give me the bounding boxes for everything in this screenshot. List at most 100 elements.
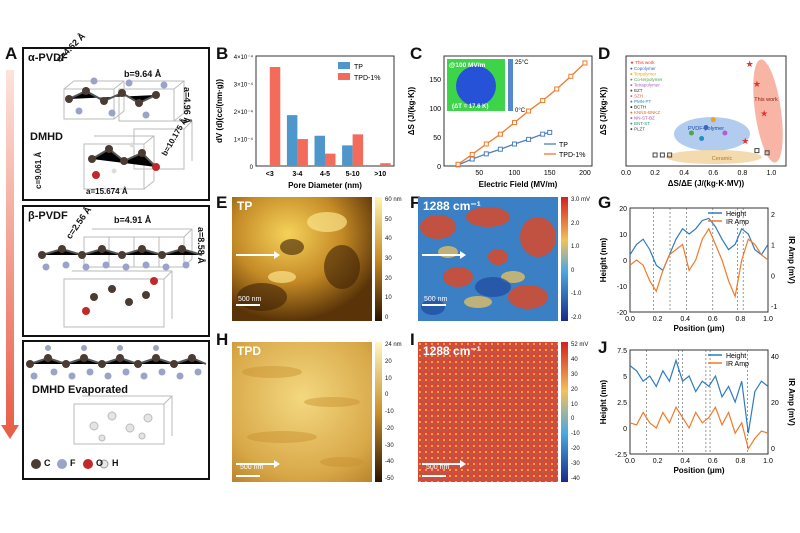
data-point xyxy=(511,120,517,126)
cbar-e-6: 0 xyxy=(385,314,389,321)
legend-swatch xyxy=(338,62,350,69)
beta-pvdf-box: β-PVDF c=2.56 Å b=4.91 Å a=8.58 Å xyxy=(22,205,210,337)
x-axis-label: ΔS/ΔE (J/(kg·K·MV)) xyxy=(668,179,745,188)
x-tick-label: 1.0 xyxy=(767,170,777,177)
data-point xyxy=(568,73,574,79)
y2-tick-label: 1 xyxy=(771,243,775,250)
cbar-h-4: -10 xyxy=(385,409,394,415)
beta-structure xyxy=(38,228,203,328)
image-i-cbar: 52 mV 40 30 20 10 0 -10 -20 -30 -40 xyxy=(571,342,588,482)
bar-tpd1 xyxy=(352,134,364,166)
polymer-region xyxy=(674,117,750,151)
cbar-e-4: 20 xyxy=(385,275,392,282)
x-tick-label: 5-10 xyxy=(346,171,360,178)
legend-entry: ● KNNS-BNKZ xyxy=(630,110,660,115)
y-tick-label: -2.5 xyxy=(615,452,627,459)
cbar-h-7: -40 xyxy=(385,459,394,466)
image-f-scale: 500 nm xyxy=(424,296,448,303)
y-axis-label: Height (nm) xyxy=(599,379,608,424)
x-tick-label: 0.4 xyxy=(680,316,690,323)
data-point xyxy=(526,136,532,142)
cbar-i-0: 52 mV xyxy=(571,342,589,348)
legend-this-work: ★ This work xyxy=(630,60,655,65)
cbar-i-6: -10 xyxy=(571,431,580,438)
legend-entry: ● PMN-PT xyxy=(630,99,651,104)
y-tick-label: 0 xyxy=(623,258,627,265)
alpha-lattice-b: b=9.64 Å xyxy=(124,69,162,79)
x-tick-label: 0.2 xyxy=(653,458,663,465)
x-tick-label: <3 xyxy=(266,171,274,178)
legend-c: C xyxy=(44,458,51,468)
y-tick-label: 20 xyxy=(619,206,627,213)
x-tick-label: 4-5 xyxy=(320,171,330,178)
x-axis-label: Pore Diameter (nm) xyxy=(288,181,362,190)
bar-tpd1 xyxy=(297,139,308,166)
cbar-f-5: -2.0 xyxy=(571,314,582,321)
cbar-i-8: -30 xyxy=(571,461,580,467)
data-point xyxy=(526,108,532,114)
x-tick-label: 0.4 xyxy=(679,170,689,177)
cbar-h-3: 0 xyxy=(385,392,389,399)
legend-entry: ● SZH xyxy=(630,94,643,99)
x-tick-label: 0.4 xyxy=(680,458,690,465)
y-axis-label: Height (nm) xyxy=(599,237,608,282)
x-tick-label: 0.0 xyxy=(621,170,631,177)
process-arrow xyxy=(6,70,14,425)
cbar-i-7: -20 xyxy=(571,446,580,453)
chart-d-comparison: PVDF-polymerCeramicThis work★★★★★ This w… xyxy=(599,55,787,188)
beta-pvdf-title: β-PVDF xyxy=(28,210,68,222)
y2-axis-label: IR Amp (mV) xyxy=(787,236,796,284)
beta-lattice-a: a=8.58 Å xyxy=(196,227,206,264)
x-tick-label: 0.0 xyxy=(625,458,635,465)
panel-label-d: D xyxy=(598,44,611,63)
y-tick-label: 100 xyxy=(429,106,441,113)
cbar-h-5: -20 xyxy=(385,425,394,432)
panel-label-c: C xyxy=(410,44,423,63)
panel-label-i: I xyxy=(410,330,415,349)
y-tick-label: 150 xyxy=(429,77,441,84)
cbar-h-2: 10 xyxy=(385,375,392,382)
y-axis-label: dV (d)(cc/(nm·g)) xyxy=(215,79,224,143)
this-work-star: ★ xyxy=(753,79,761,89)
plot-frame xyxy=(625,55,787,167)
this-work-region xyxy=(753,59,783,163)
data-point xyxy=(469,151,475,157)
legend-f: F xyxy=(70,458,76,468)
y-tick-label: 1×10⁻⁴ xyxy=(234,137,254,144)
ceramic-point xyxy=(659,152,665,158)
x-tick-label: 1.0 xyxy=(763,316,773,323)
bar-tp xyxy=(342,145,353,166)
alpha-pvdf-title: α-PVDF xyxy=(28,52,68,64)
bar-tp xyxy=(286,115,298,166)
cbar-e-2: 40 xyxy=(385,236,392,243)
panel-label-e: E xyxy=(216,193,228,212)
x-tick-label: 100 xyxy=(509,170,521,177)
cbar-i-2: 30 xyxy=(571,371,578,378)
cbar-f-1: 2.0 xyxy=(571,220,580,227)
data-point xyxy=(483,151,489,157)
chart-c-entropy-field: 50 100 150 200 0 50 100 150 @100 MV/m (ΔT = 17.6 … xyxy=(407,55,593,189)
panel-label-b: B xyxy=(216,44,229,63)
data-point xyxy=(547,129,553,135)
this-work-label: This work xyxy=(754,97,778,103)
legend-h: H xyxy=(112,458,119,468)
y2-tick-label: 20 xyxy=(771,400,779,407)
cbar-e-1: 50 xyxy=(385,216,392,223)
x-tick-label: 0.2 xyxy=(650,170,660,177)
legend-entry: ● BZT xyxy=(630,88,643,93)
bar-tp xyxy=(314,135,325,166)
image-e-cbar: 60 nm 50 40 30 20 10 0 xyxy=(385,197,402,321)
legend-entry: ● BCTH xyxy=(630,105,646,110)
legend-label: Height xyxy=(726,353,746,360)
cbar-i-4: 10 xyxy=(571,401,578,408)
y2-tick-label: 0 xyxy=(771,446,775,453)
plot-frame xyxy=(443,55,593,167)
cbar-h-8: -50 xyxy=(385,476,394,482)
dmhd-lattice-c: c=9.061 Å xyxy=(34,151,43,189)
cbar-f-3: 0 xyxy=(571,267,575,274)
legend-swatch xyxy=(338,73,350,80)
x-tick-label: 0.8 xyxy=(737,170,747,177)
cbar-h-1: 20 xyxy=(385,358,392,365)
cbar-i-5: 0 xyxy=(571,416,575,423)
x-tick-label: 0.8 xyxy=(736,316,746,323)
